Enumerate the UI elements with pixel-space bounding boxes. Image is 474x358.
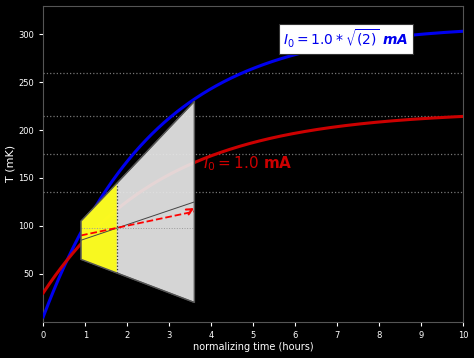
Text: $I_0 = 1.0$ mA: $I_0 = 1.0$ mA xyxy=(203,154,292,173)
Polygon shape xyxy=(81,183,117,273)
X-axis label: normalizing time (hours): normalizing time (hours) xyxy=(193,343,313,352)
Text: $I_0 = 1.0*\sqrt{(2)}$ mA: $I_0 = 1.0*\sqrt{(2)}$ mA xyxy=(283,28,409,50)
Y-axis label: T (mK): T (mK) xyxy=(6,145,16,182)
Polygon shape xyxy=(81,101,194,303)
